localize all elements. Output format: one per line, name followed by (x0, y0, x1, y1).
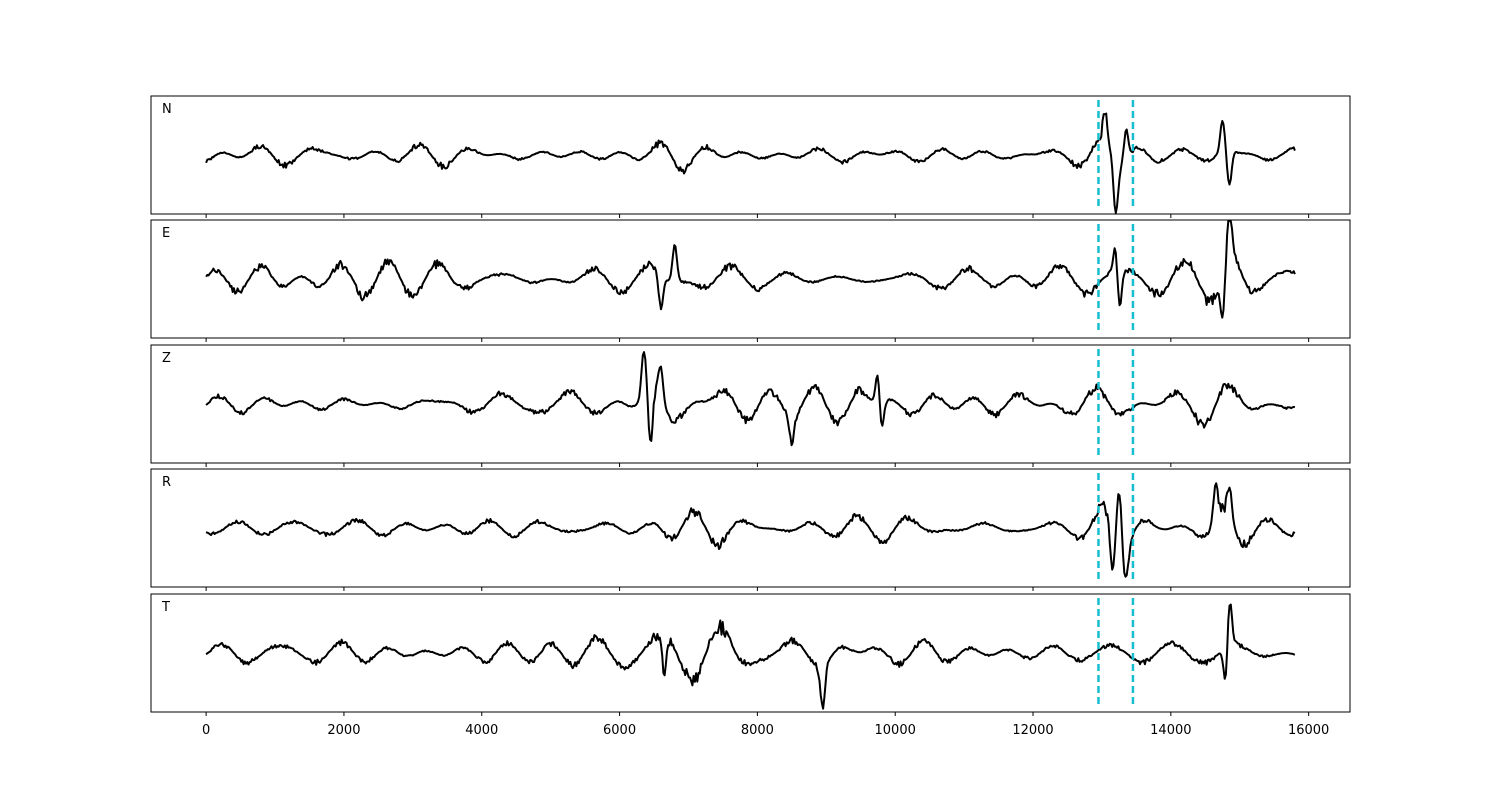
panel-label-z: Z (162, 351, 171, 366)
waveform-trace-z (205, 351, 1296, 447)
x-tick-label: 0 (202, 723, 210, 738)
panel-t: T (150, 593, 1351, 716)
panel-frame (150, 344, 1351, 464)
panel-label-n: N (162, 102, 172, 117)
waveform-trace-e (205, 220, 1296, 319)
panel-label-t: T (161, 600, 170, 615)
panel-e: E (150, 219, 1351, 342)
x-tick-label: 6000 (603, 723, 636, 738)
trace-panels: N E Z R T (150, 95, 1351, 716)
panel-frame (150, 593, 1351, 713)
x-tick-label: 12000 (1012, 723, 1053, 738)
x-tick-label: 16000 (1288, 723, 1329, 738)
panel-z: Z (150, 344, 1351, 467)
waveform-trace-r (205, 482, 1296, 578)
waveform-trace-n (205, 112, 1296, 214)
panel-label-r: R (162, 475, 171, 490)
x-tick-label: 2000 (327, 723, 360, 738)
panel-frame (150, 95, 1351, 215)
panel-frame (150, 219, 1351, 339)
waveform-trace-t (205, 603, 1296, 710)
panel-r: R (150, 468, 1351, 591)
x-tick-label: 8000 (741, 723, 774, 738)
panel-label-e: E (162, 226, 170, 241)
x-tick-label: 10000 (875, 723, 916, 738)
panel-n: N (150, 95, 1351, 218)
x-axis: 0 2000 4000 6000 8000 10000 12000 14000 16000 (202, 723, 1329, 738)
x-tick-label: 14000 (1150, 723, 1191, 738)
panel-frame (150, 468, 1351, 588)
x-tick-label: 4000 (465, 723, 498, 738)
